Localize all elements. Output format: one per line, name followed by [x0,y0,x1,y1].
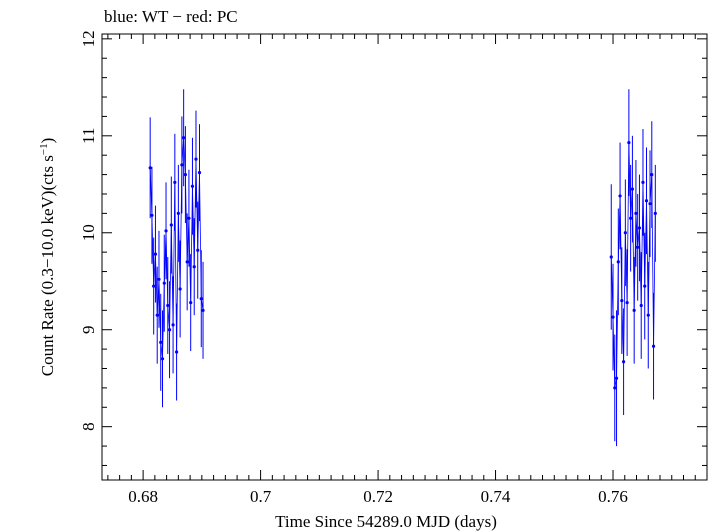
y-axis-label: Count Rate (0.3−10.0 keV)(cts s−1) [38,138,57,377]
y-tick-label: 12 [79,30,98,47]
y-tick-label: 8 [79,422,98,431]
data-point [653,211,657,215]
x-tick-label: 0.74 [481,487,511,506]
data-point [609,255,613,259]
y-axis-label-main: Count Rate (0.3−10.0 keV)(cts s [38,155,57,376]
x-tick-label: 0.72 [363,487,393,506]
y-axis-label-close: ) [38,138,57,144]
series-line [610,142,656,388]
y-axis-label-superscript: −1 [38,143,50,155]
data-series [148,89,657,447]
plot-frame [101,33,708,481]
x-tick-label: 0.76 [598,487,628,506]
x-tick-label: 0.68 [128,487,158,506]
series-line [149,137,204,359]
axis-ticks [102,34,708,480]
series-wt-segment-1 [148,89,205,408]
series-wt-segment-2 [609,89,657,447]
axis-tick-labels: 0.68 0.7 0.72 0.74 0.76 8 9 10 11 12 [79,30,628,506]
x-tick-label: 0.7 [250,487,272,506]
y-tick-label: 10 [79,224,98,241]
chart-title: blue: WT − red: PC [104,7,238,26]
y-tick-label: 9 [79,325,98,334]
x-axis-label: Time Since 54289.0 MJD (days) [275,512,497,531]
y-tick-label: 11 [79,128,98,144]
data-point [148,166,152,170]
